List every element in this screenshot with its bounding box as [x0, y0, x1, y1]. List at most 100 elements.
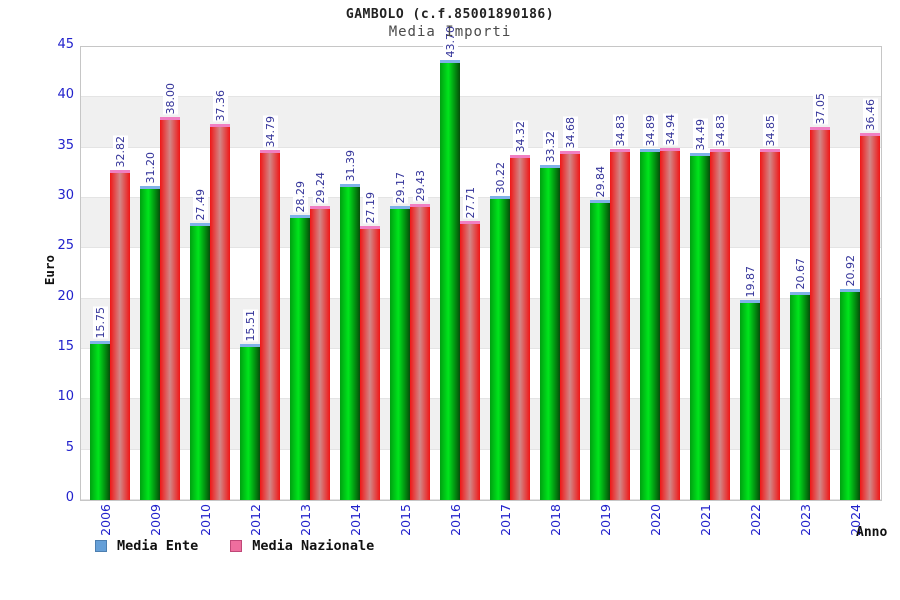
bar-media-nazionale [860, 133, 880, 500]
y-tick-label: 0 [65, 490, 74, 505]
x-tick-label: 2014 [348, 504, 363, 536]
bar-media-ente [690, 153, 710, 500]
bar-media-nazionale [310, 206, 330, 500]
bar-media-nazionale [460, 221, 480, 500]
y-tick-label: 15 [57, 339, 74, 354]
bar-media-nazionale [410, 204, 430, 500]
x-tick-label: 2021 [698, 504, 713, 536]
bar-media-nazionale [260, 150, 280, 500]
bar-value-label: 34.94 [663, 113, 678, 145]
bar-value-label: 34.83 [713, 114, 728, 146]
bar-media-nazionale [810, 127, 830, 500]
bar-media-ente [740, 300, 760, 500]
bar-value-label: 34.49 [693, 118, 708, 150]
x-tick-label: 2010 [198, 504, 213, 536]
bar-value-label: 34.85 [763, 114, 778, 146]
bar-value-label: 34.83 [613, 114, 628, 146]
bar-media-ente [590, 200, 610, 500]
x-tick-label: 2023 [798, 504, 813, 536]
chart-subtitle: Media Importi [388, 24, 512, 40]
bar-value-label: 31.39 [343, 149, 358, 181]
legend: Media Ente Media Nazionale [95, 538, 374, 554]
bar-value-label: 29.84 [593, 165, 608, 197]
bar-value-label: 34.79 [263, 115, 278, 147]
bar-value-label: 33.32 [543, 130, 558, 162]
x-tick-label: 2017 [498, 504, 513, 536]
x-axis-label: Anno [856, 525, 888, 540]
y-tick-label: 5 [65, 439, 74, 455]
bar-media-nazionale [110, 170, 130, 500]
bar-value-label: 27.19 [363, 191, 378, 223]
plot-area: 15.75 32.82 31.20 38.00 27.49 37.36 15.51 34.79… [80, 25, 882, 501]
bar-media-nazionale [710, 149, 730, 500]
bar-media-ente [790, 292, 810, 500]
bar-value-label: 20.67 [793, 257, 808, 289]
legend-swatch-media-ente-icon [95, 540, 107, 552]
bar-value-label: 37.05 [813, 92, 828, 124]
bar-value-label: 15.51 [243, 309, 258, 341]
legend-label-media-ente: Media Ente [117, 538, 199, 554]
bar-media-nazionale [760, 149, 780, 500]
y-tick-label: 10 [57, 389, 74, 405]
x-tick-label: 2015 [398, 504, 413, 536]
bar-media-ente [490, 196, 510, 500]
x-tick-label: 2012 [248, 504, 263, 536]
bar-value-label: 34.32 [513, 120, 528, 152]
x-tick-label: 2013 [298, 504, 313, 536]
x-tick-label: 2006 [98, 504, 113, 536]
bar-media-ente [390, 206, 410, 500]
legend-item-media-ente: Media Ente [95, 538, 198, 554]
x-tick-label: 2009 [148, 504, 163, 536]
bar-media-ente [440, 60, 460, 500]
bar-media-nazionale [360, 226, 380, 500]
bar-media-nazionale [510, 155, 530, 500]
legend-swatch-media-nazionale-icon [230, 540, 243, 552]
bar-value-label: 32.82 [113, 135, 128, 167]
bar-value-label: 29.17 [393, 171, 408, 203]
bar-media-ente [540, 165, 560, 500]
bar-value-label: 34.68 [563, 116, 578, 148]
grid-band [81, 97, 881, 148]
legend-label-media-nazionale: Media Nazionale [252, 538, 375, 554]
bar-media-ente [840, 289, 860, 500]
grid-band [81, 47, 881, 98]
bar-media-nazionale [610, 149, 630, 500]
bar-value-label: 27.49 [193, 188, 208, 220]
x-tick-label: 2016 [448, 504, 463, 536]
bar-value-label: 29.43 [413, 169, 428, 201]
y-tick-label: 35 [57, 137, 74, 153]
bar-media-ente [240, 344, 260, 500]
y-axis-label: Euro [42, 255, 57, 286]
bar-value-label: 27.71 [463, 186, 478, 218]
bar-value-label: 38.00 [163, 82, 178, 114]
bar-media-nazionale [660, 148, 680, 500]
bar-value-label: 28.29 [293, 180, 308, 212]
y-tick-label: 30 [57, 188, 74, 203]
bar-value-label: 34.89 [643, 114, 658, 146]
bar-media-nazionale [210, 124, 230, 500]
y-tick-label: 40 [57, 87, 74, 103]
bar-media-ente [90, 341, 110, 500]
y-tick-label: 25 [57, 238, 74, 254]
bar-value-label: 31.20 [143, 151, 158, 183]
x-tick-label: 2018 [548, 504, 563, 536]
x-tick-label: 2020 [648, 504, 663, 536]
bar-value-label: 30.22 [493, 161, 508, 193]
chart-title: GAMBOLO (c.f.85001890186) [345, 7, 555, 22]
legend-item-media-nazionale: Media Nazionale [230, 538, 374, 554]
bar-value-label: 29.24 [313, 171, 328, 203]
bar-value-label: 36.46 [863, 98, 878, 130]
bar-media-nazionale [560, 151, 580, 500]
y-tick-label: 45 [57, 37, 74, 52]
x-tick-label: 2019 [598, 504, 613, 536]
bar-value-label: 20.92 [843, 254, 858, 286]
bar-media-ente [290, 215, 310, 500]
bar-media-ente [190, 223, 210, 500]
bar-value-label: 15.75 [93, 306, 108, 338]
y-tick-label: 20 [57, 288, 74, 304]
bar-value-label: 19.87 [743, 265, 758, 297]
bar-media-ente [340, 184, 360, 500]
bar-media-nazionale [160, 117, 180, 500]
bar-media-ente [640, 149, 660, 500]
